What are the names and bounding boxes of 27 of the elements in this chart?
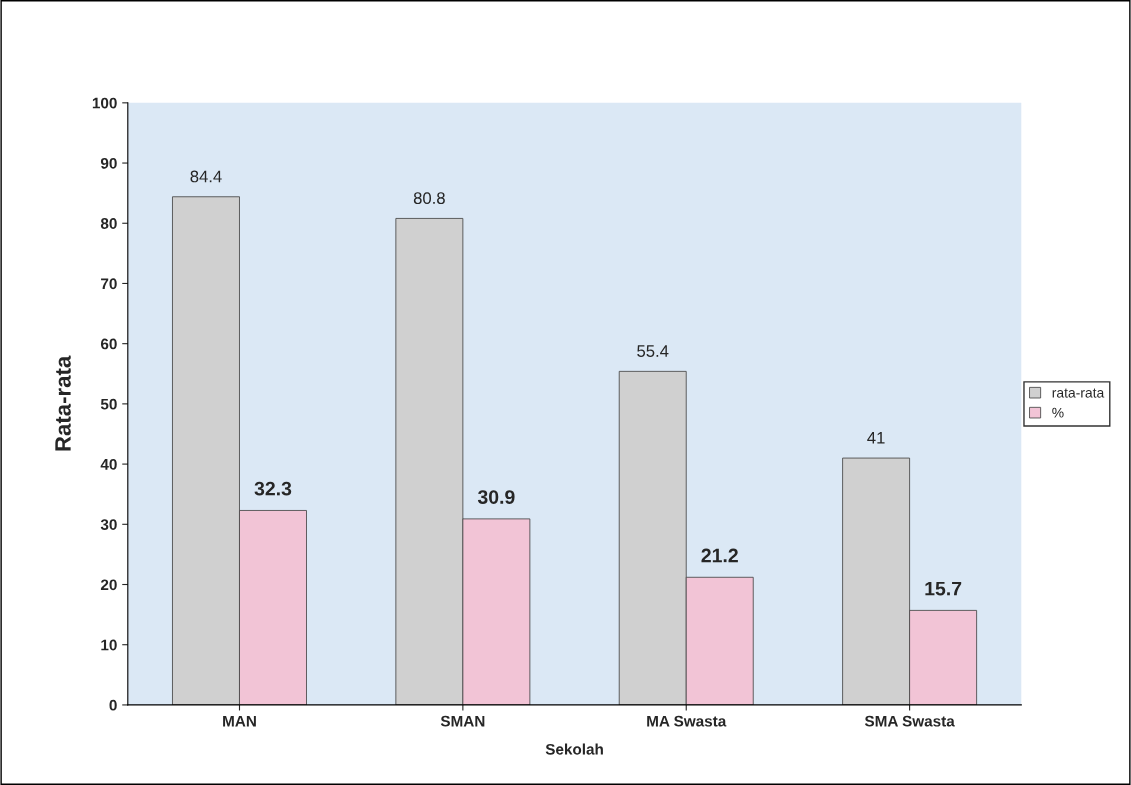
legend-label: %	[1052, 407, 1064, 418]
data-label: 21.2	[701, 548, 738, 563]
x-tick-label: MAN	[223, 715, 256, 727]
x-tick-label: SMA Swasta	[864, 715, 955, 727]
data-label: 41	[867, 432, 885, 444]
y-tick-label: 80	[100, 218, 117, 229]
data-label: 32.3	[254, 481, 292, 496]
y-tick-label: 10	[101, 639, 117, 651]
data-label: 80.8	[413, 192, 445, 205]
data-label: 84.4	[190, 170, 222, 183]
y-tick-label: 20	[100, 579, 117, 591]
y-tick-label: 70	[101, 278, 117, 290]
x-tick-label: SMAN	[440, 715, 485, 727]
y-tick-label: 50	[100, 398, 117, 410]
data-label: 55.4	[637, 345, 669, 357]
y-tick-label: 100	[92, 97, 117, 109]
x-axis-title: Sekolah	[545, 743, 603, 755]
y-tick-label: 30	[100, 519, 117, 531]
y-tick-label: 60	[100, 338, 117, 350]
y-tick-label: 40	[100, 458, 117, 470]
y-axis-title: Rata-rata	[55, 355, 71, 451]
y-tick-label: 0	[109, 699, 117, 711]
x-tick-label: MA Swasta	[647, 715, 727, 727]
legend-label: rata-rata	[1052, 388, 1105, 398]
data-label: 15.7	[925, 581, 962, 596]
y-tick-label: 90	[100, 157, 117, 169]
data-label: 30.9	[477, 490, 515, 504]
